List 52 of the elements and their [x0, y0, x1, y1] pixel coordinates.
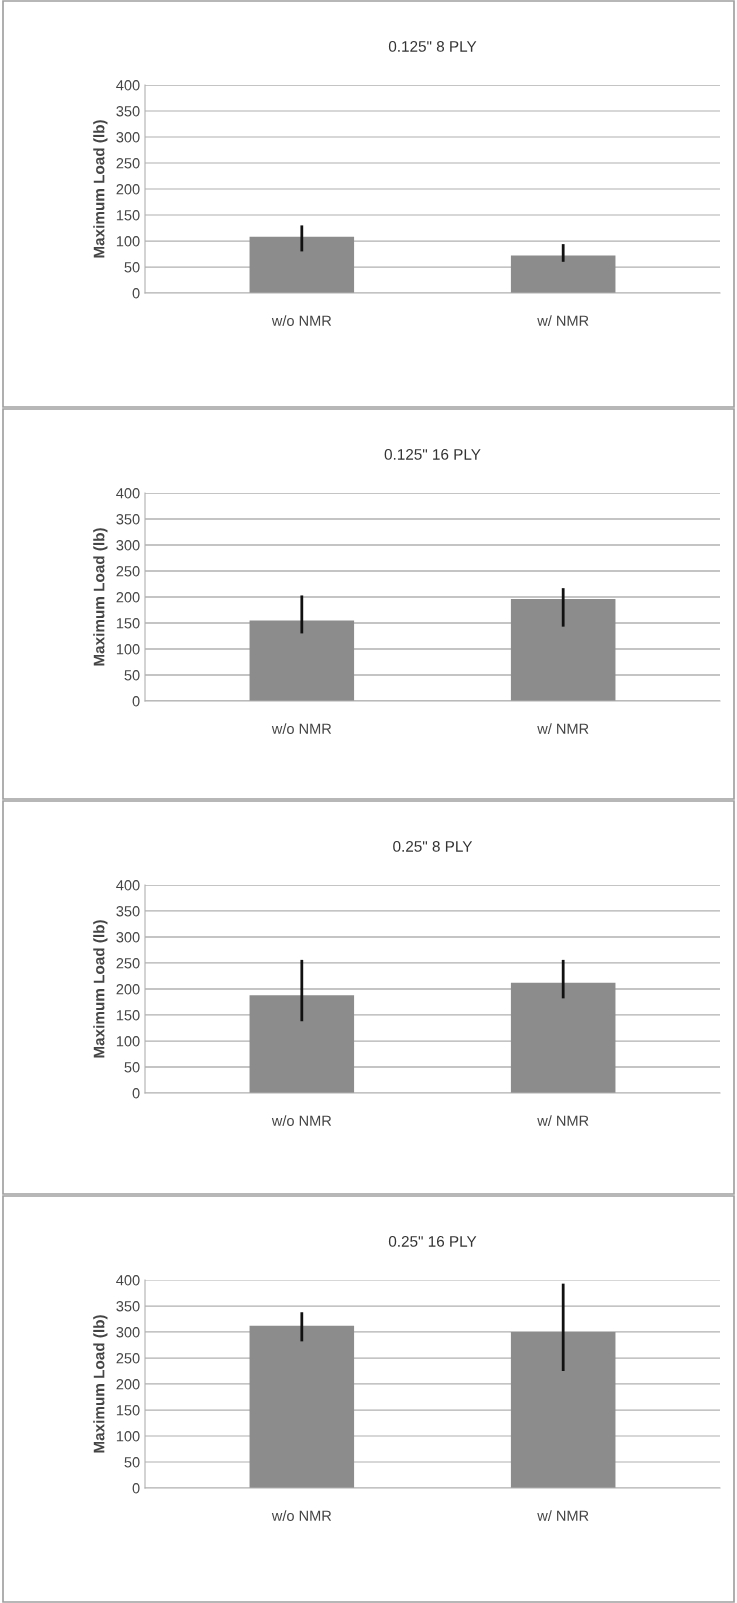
y-tick-label: 300 — [116, 1327, 140, 1338]
x-tick-label: w/o NMR — [271, 1115, 332, 1126]
y-axis-title: Maximum Load (lb) — [93, 920, 108, 1058]
y-tick-label: 50 — [124, 262, 140, 273]
y-tick-label: 400 — [116, 880, 140, 891]
y-tick-label: 200 — [116, 1379, 140, 1390]
y-tick-label: 0 — [132, 288, 140, 299]
y-tick-label: 100 — [116, 236, 140, 247]
y-tick-label: 150 — [116, 618, 140, 629]
y-tick-label: 300 — [116, 932, 140, 943]
y-tick-label: 200 — [116, 592, 140, 603]
y-tick-label: 400 — [116, 80, 140, 91]
y-tick-label: 50 — [124, 670, 140, 681]
chart-title: 0.125" 8 PLY — [388, 41, 477, 52]
x-tick-label: w/ NMR — [537, 1510, 589, 1521]
y-tick-label: 400 — [116, 488, 140, 499]
y-tick-label: 100 — [116, 644, 140, 655]
y-tick-label: 350 — [116, 1301, 140, 1312]
y-tick-label: 350 — [116, 906, 140, 917]
x-tick-label: w/ NMR — [537, 315, 589, 326]
y-tick-label: 300 — [116, 540, 140, 551]
y-tick-label: 300 — [116, 132, 140, 143]
x-tick-label: w/ NMR — [537, 1115, 589, 1126]
y-tick-label: 150 — [116, 1405, 140, 1416]
chart-title: 0.25" 8 PLY — [393, 841, 473, 852]
y-tick-label: 200 — [116, 184, 140, 195]
chart-title: 0.125" 16 PLY — [384, 449, 481, 460]
y-tick-label: 0 — [132, 1088, 140, 1099]
y-tick-label: 0 — [132, 1483, 140, 1494]
y-tick-label: 200 — [116, 984, 140, 995]
y-tick-label: 250 — [116, 958, 140, 969]
y-axis-title: Maximum Load (lb) — [93, 120, 108, 258]
y-tick-label: 100 — [116, 1036, 140, 1047]
y-tick-label: 350 — [116, 514, 140, 525]
y-tick-label: 250 — [116, 158, 140, 169]
x-tick-label: w/o NMR — [271, 315, 332, 326]
y-axis-title: Maximum Load (lb) — [93, 528, 108, 666]
y-tick-label: 250 — [116, 1353, 140, 1364]
y-tick-label: 350 — [116, 106, 140, 117]
y-tick-label: 0 — [132, 696, 140, 707]
y-tick-label: 50 — [124, 1457, 140, 1468]
y-tick-label: 100 — [116, 1431, 140, 1442]
y-tick-label: 400 — [116, 1275, 140, 1286]
x-tick-label: w/ NMR — [537, 723, 589, 734]
y-axis-title: Maximum Load (lb) — [93, 1315, 108, 1453]
y-tick-label: 150 — [116, 1010, 140, 1021]
y-tick-label: 250 — [116, 566, 140, 577]
x-tick-label: w/o NMR — [271, 723, 332, 734]
chart-title: 0.25" 16 PLY — [388, 1236, 477, 1247]
x-tick-label: w/o NMR — [271, 1510, 332, 1521]
y-tick-label: 50 — [124, 1062, 140, 1073]
y-tick-label: 150 — [116, 210, 140, 221]
